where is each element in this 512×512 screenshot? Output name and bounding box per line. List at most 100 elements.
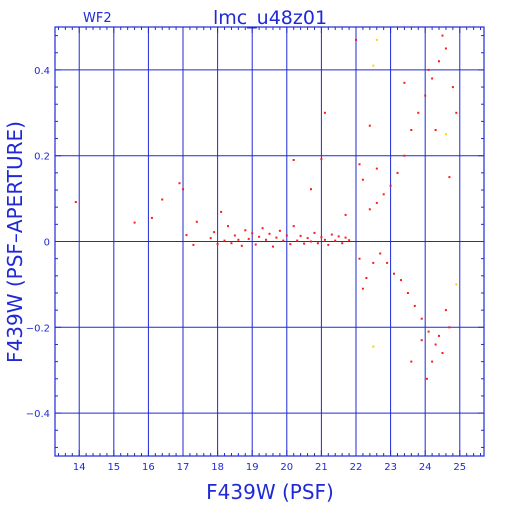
data-points [74, 34, 458, 380]
x-tick-label: 17 [177, 462, 190, 473]
data-point [438, 334, 440, 337]
data-point [265, 238, 267, 241]
data-point [375, 201, 378, 204]
data-point [410, 129, 413, 131]
data-point [296, 239, 299, 242]
data-point [213, 231, 216, 234]
data-point [282, 239, 285, 242]
data-point [361, 178, 364, 181]
y-tick-label: 0.2 [34, 152, 50, 163]
data-point [448, 326, 451, 329]
data-point [400, 279, 402, 282]
x-tick-label: 25 [453, 462, 466, 473]
chip-label: WF2 [83, 11, 112, 26]
data-point [396, 171, 399, 174]
data-point [365, 277, 368, 279]
data-point [448, 176, 451, 179]
data-point [375, 38, 378, 41]
data-point [320, 236, 323, 239]
data-point [320, 158, 323, 161]
data-point [361, 287, 364, 290]
x-tick-label: 23 [384, 462, 397, 473]
data-point [372, 261, 375, 264]
data-point [74, 201, 77, 203]
data-point [427, 68, 430, 71]
data-point [289, 243, 292, 246]
data-point [272, 245, 274, 248]
data-point [133, 221, 136, 224]
data-point [330, 233, 333, 236]
data-point [299, 234, 302, 237]
chart-title: lmc_u48z01 [213, 7, 327, 29]
data-point [420, 339, 423, 342]
x-tick-label: 24 [419, 462, 432, 473]
data-point [341, 242, 344, 245]
data-point [368, 208, 371, 211]
tick-labels: 14 15 16 17 18 19 20 21 22 23 24 25 −0.4 −0.2 0 0.2 0.4 [26, 66, 466, 473]
data-point [417, 111, 420, 114]
x-tick-label: 19 [246, 462, 259, 473]
data-point [441, 352, 444, 354]
data-point [230, 242, 233, 245]
data-point [192, 243, 195, 246]
data-point [431, 360, 434, 363]
data-point [348, 239, 351, 242]
data-point [323, 238, 326, 241]
data-point [182, 188, 184, 191]
y-tick-label: 0 [44, 238, 50, 249]
data-point [358, 257, 361, 260]
data-point [292, 225, 295, 228]
data-point [444, 133, 447, 136]
data-point [455, 111, 458, 114]
data-point [389, 184, 392, 187]
data-point [306, 237, 309, 240]
data-point [393, 272, 395, 275]
data-point [434, 129, 437, 131]
data-point [455, 283, 458, 286]
data-point [413, 304, 416, 307]
data-point [303, 242, 306, 245]
data-point [410, 360, 413, 363]
data-point [334, 239, 337, 242]
data-point [247, 237, 250, 240]
data-point [223, 239, 226, 242]
data-point [406, 292, 409, 294]
data-point [195, 220, 198, 223]
data-point [358, 163, 361, 166]
data-point [285, 234, 288, 237]
data-point [444, 309, 447, 312]
data-point [438, 60, 440, 63]
data-point [316, 242, 319, 245]
x-tick-label: 14 [73, 462, 86, 473]
data-point [161, 198, 164, 201]
data-point [178, 182, 181, 185]
y-tick-label: −0.2 [26, 323, 50, 334]
data-point [403, 154, 406, 157]
data-point [451, 86, 454, 89]
x-tick-label: 16 [142, 462, 155, 473]
data-point [386, 261, 389, 264]
data-point [420, 317, 423, 320]
data-point [254, 243, 257, 246]
data-point [375, 167, 378, 170]
x-tick-label: 22 [350, 462, 363, 473]
data-point [368, 124, 371, 127]
data-point [427, 330, 430, 333]
data-point [344, 236, 347, 239]
data-point [403, 81, 406, 84]
grid-lines [55, 27, 484, 456]
x-tick-label: 18 [211, 462, 224, 473]
data-point [372, 345, 375, 348]
data-point [379, 252, 382, 255]
axes [54, 26, 485, 457]
y-tick-label: 0.4 [34, 66, 50, 77]
data-point [441, 34, 444, 37]
data-point [278, 229, 281, 232]
data-point [251, 232, 254, 235]
x-tick-label: 20 [280, 462, 293, 473]
y-tick-label: −0.4 [26, 409, 50, 420]
data-point [220, 210, 223, 213]
data-point [337, 235, 340, 238]
data-point [327, 243, 330, 246]
